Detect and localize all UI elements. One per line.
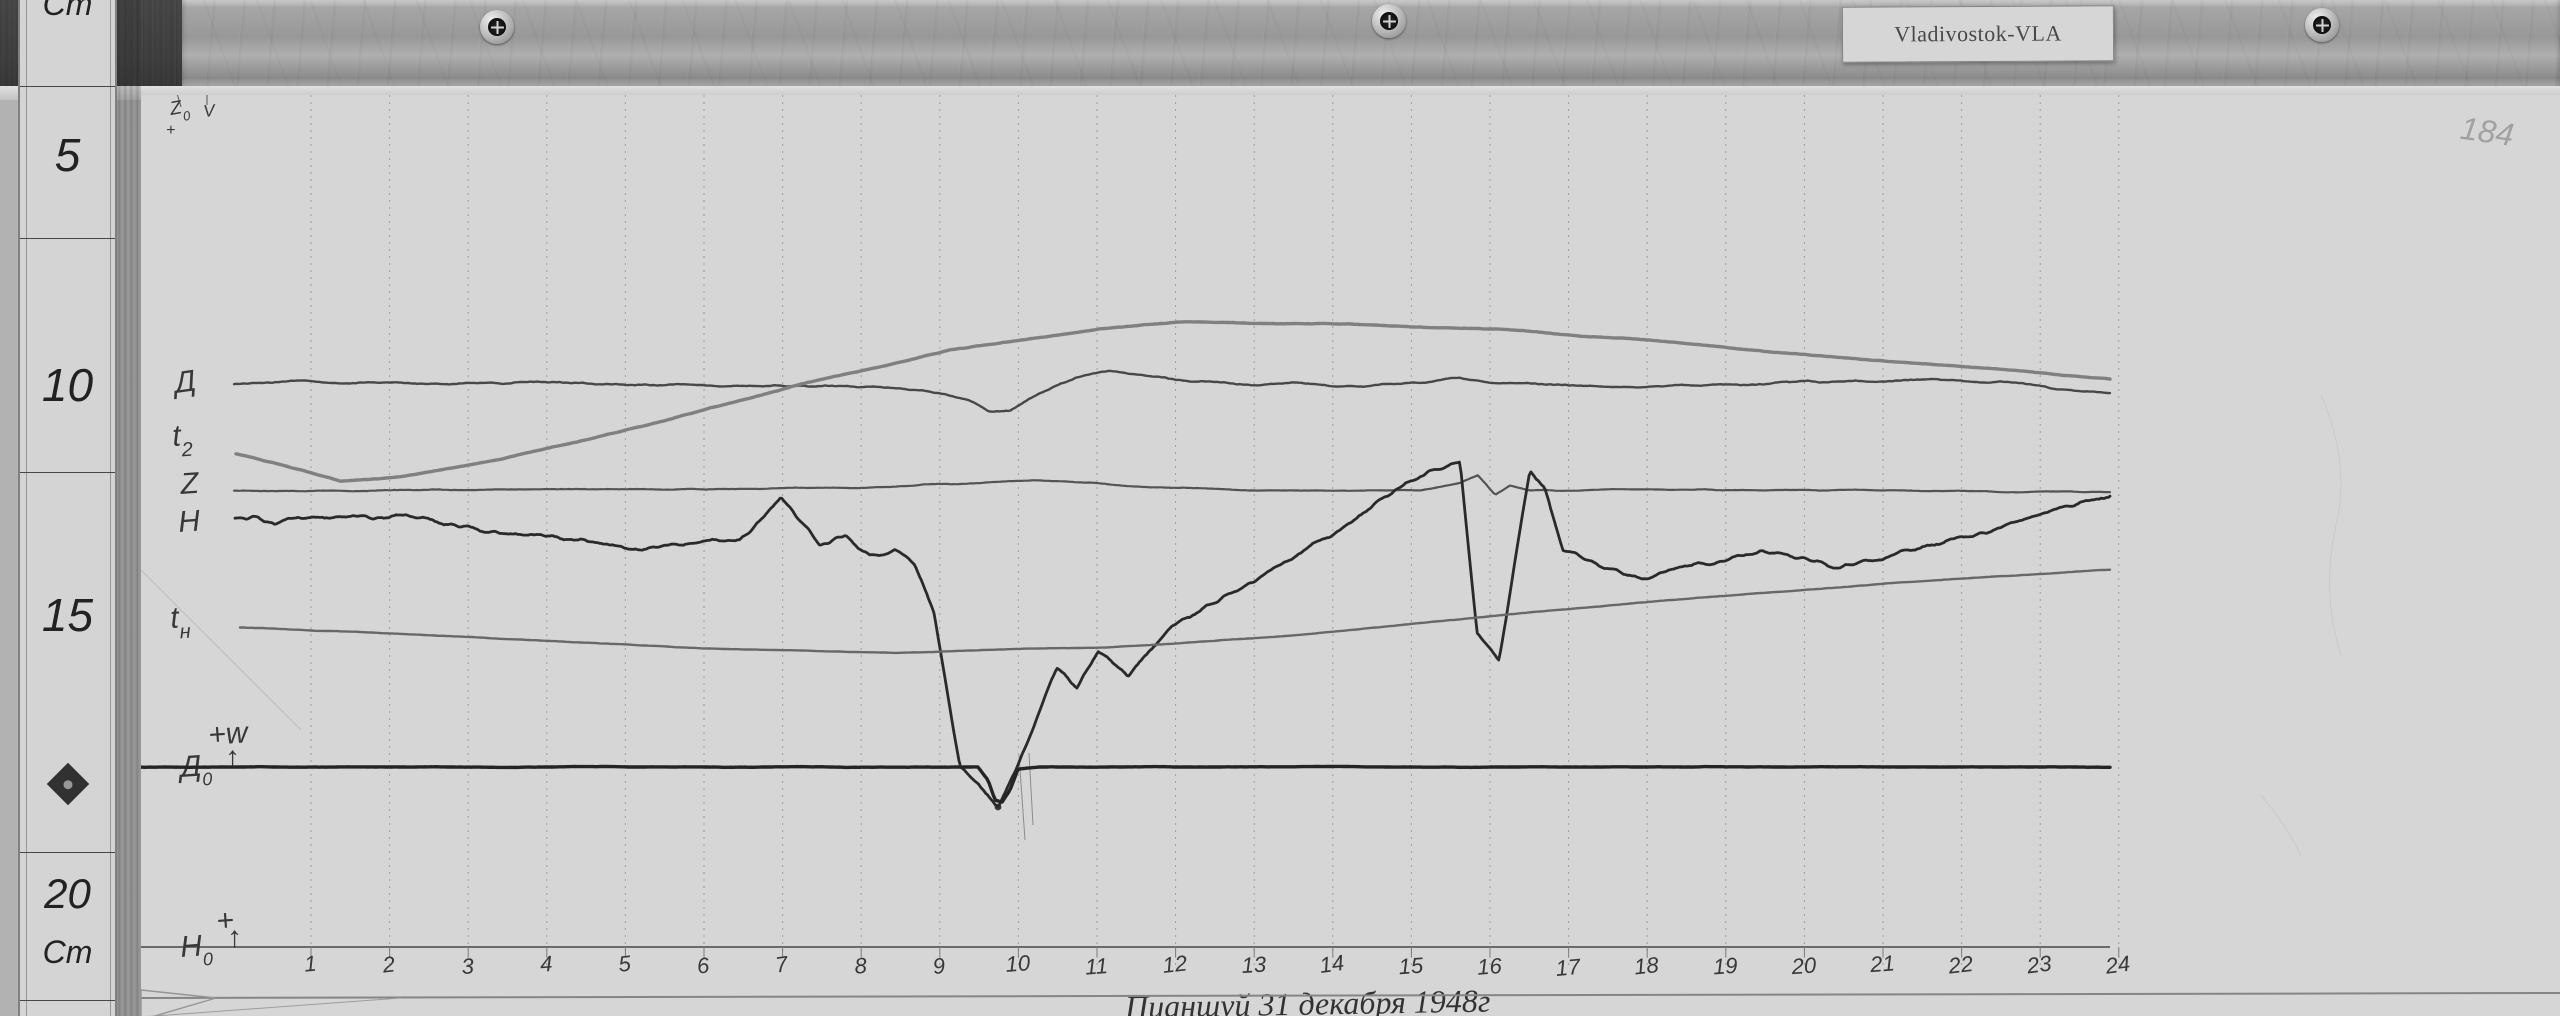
svg-text:11: 11 xyxy=(1084,953,1109,980)
svg-text:H: H xyxy=(177,505,201,539)
svg-text:19: 19 xyxy=(1712,953,1738,980)
svg-text:Д0: Д0 xyxy=(176,749,213,791)
svg-text:6: 6 xyxy=(696,952,712,978)
svg-text:1: 1 xyxy=(303,951,317,977)
svg-text:Д: Д xyxy=(169,364,197,400)
svg-text:2: 2 xyxy=(380,951,396,977)
svg-text:Z: Z xyxy=(178,467,201,501)
svg-text:20: 20 xyxy=(1790,953,1818,980)
svg-text:↑: ↑ xyxy=(227,921,242,954)
svg-text:t2: t2 xyxy=(171,419,193,462)
svg-text:4: 4 xyxy=(539,951,553,977)
svg-text:13: 13 xyxy=(1241,952,1268,978)
svg-text:23: 23 xyxy=(2024,950,2053,978)
svg-text:tн: tн xyxy=(169,601,191,644)
svg-text:12: 12 xyxy=(1161,950,1188,978)
svg-text:15: 15 xyxy=(1398,953,1425,980)
svg-text:24: 24 xyxy=(2103,951,2132,979)
svg-text:7: 7 xyxy=(774,951,790,978)
svg-text:16: 16 xyxy=(1476,953,1503,980)
svg-text:5: 5 xyxy=(617,950,633,976)
svg-text:17: 17 xyxy=(1555,954,1582,981)
svg-text:21: 21 xyxy=(1868,950,1895,977)
svg-text:+: + xyxy=(166,122,175,139)
svg-text:↑: ↑ xyxy=(225,741,240,774)
svg-text:22: 22 xyxy=(1946,951,1974,979)
svg-text:V: V xyxy=(202,101,217,121)
svg-text:10: 10 xyxy=(1005,950,1032,977)
svg-text:8: 8 xyxy=(853,953,868,979)
svg-text:9: 9 xyxy=(931,953,946,979)
svg-text:3: 3 xyxy=(461,953,476,979)
svg-text:H0: H0 xyxy=(179,929,213,971)
svg-text:18: 18 xyxy=(1633,952,1661,980)
svg-text:14: 14 xyxy=(1318,950,1346,978)
